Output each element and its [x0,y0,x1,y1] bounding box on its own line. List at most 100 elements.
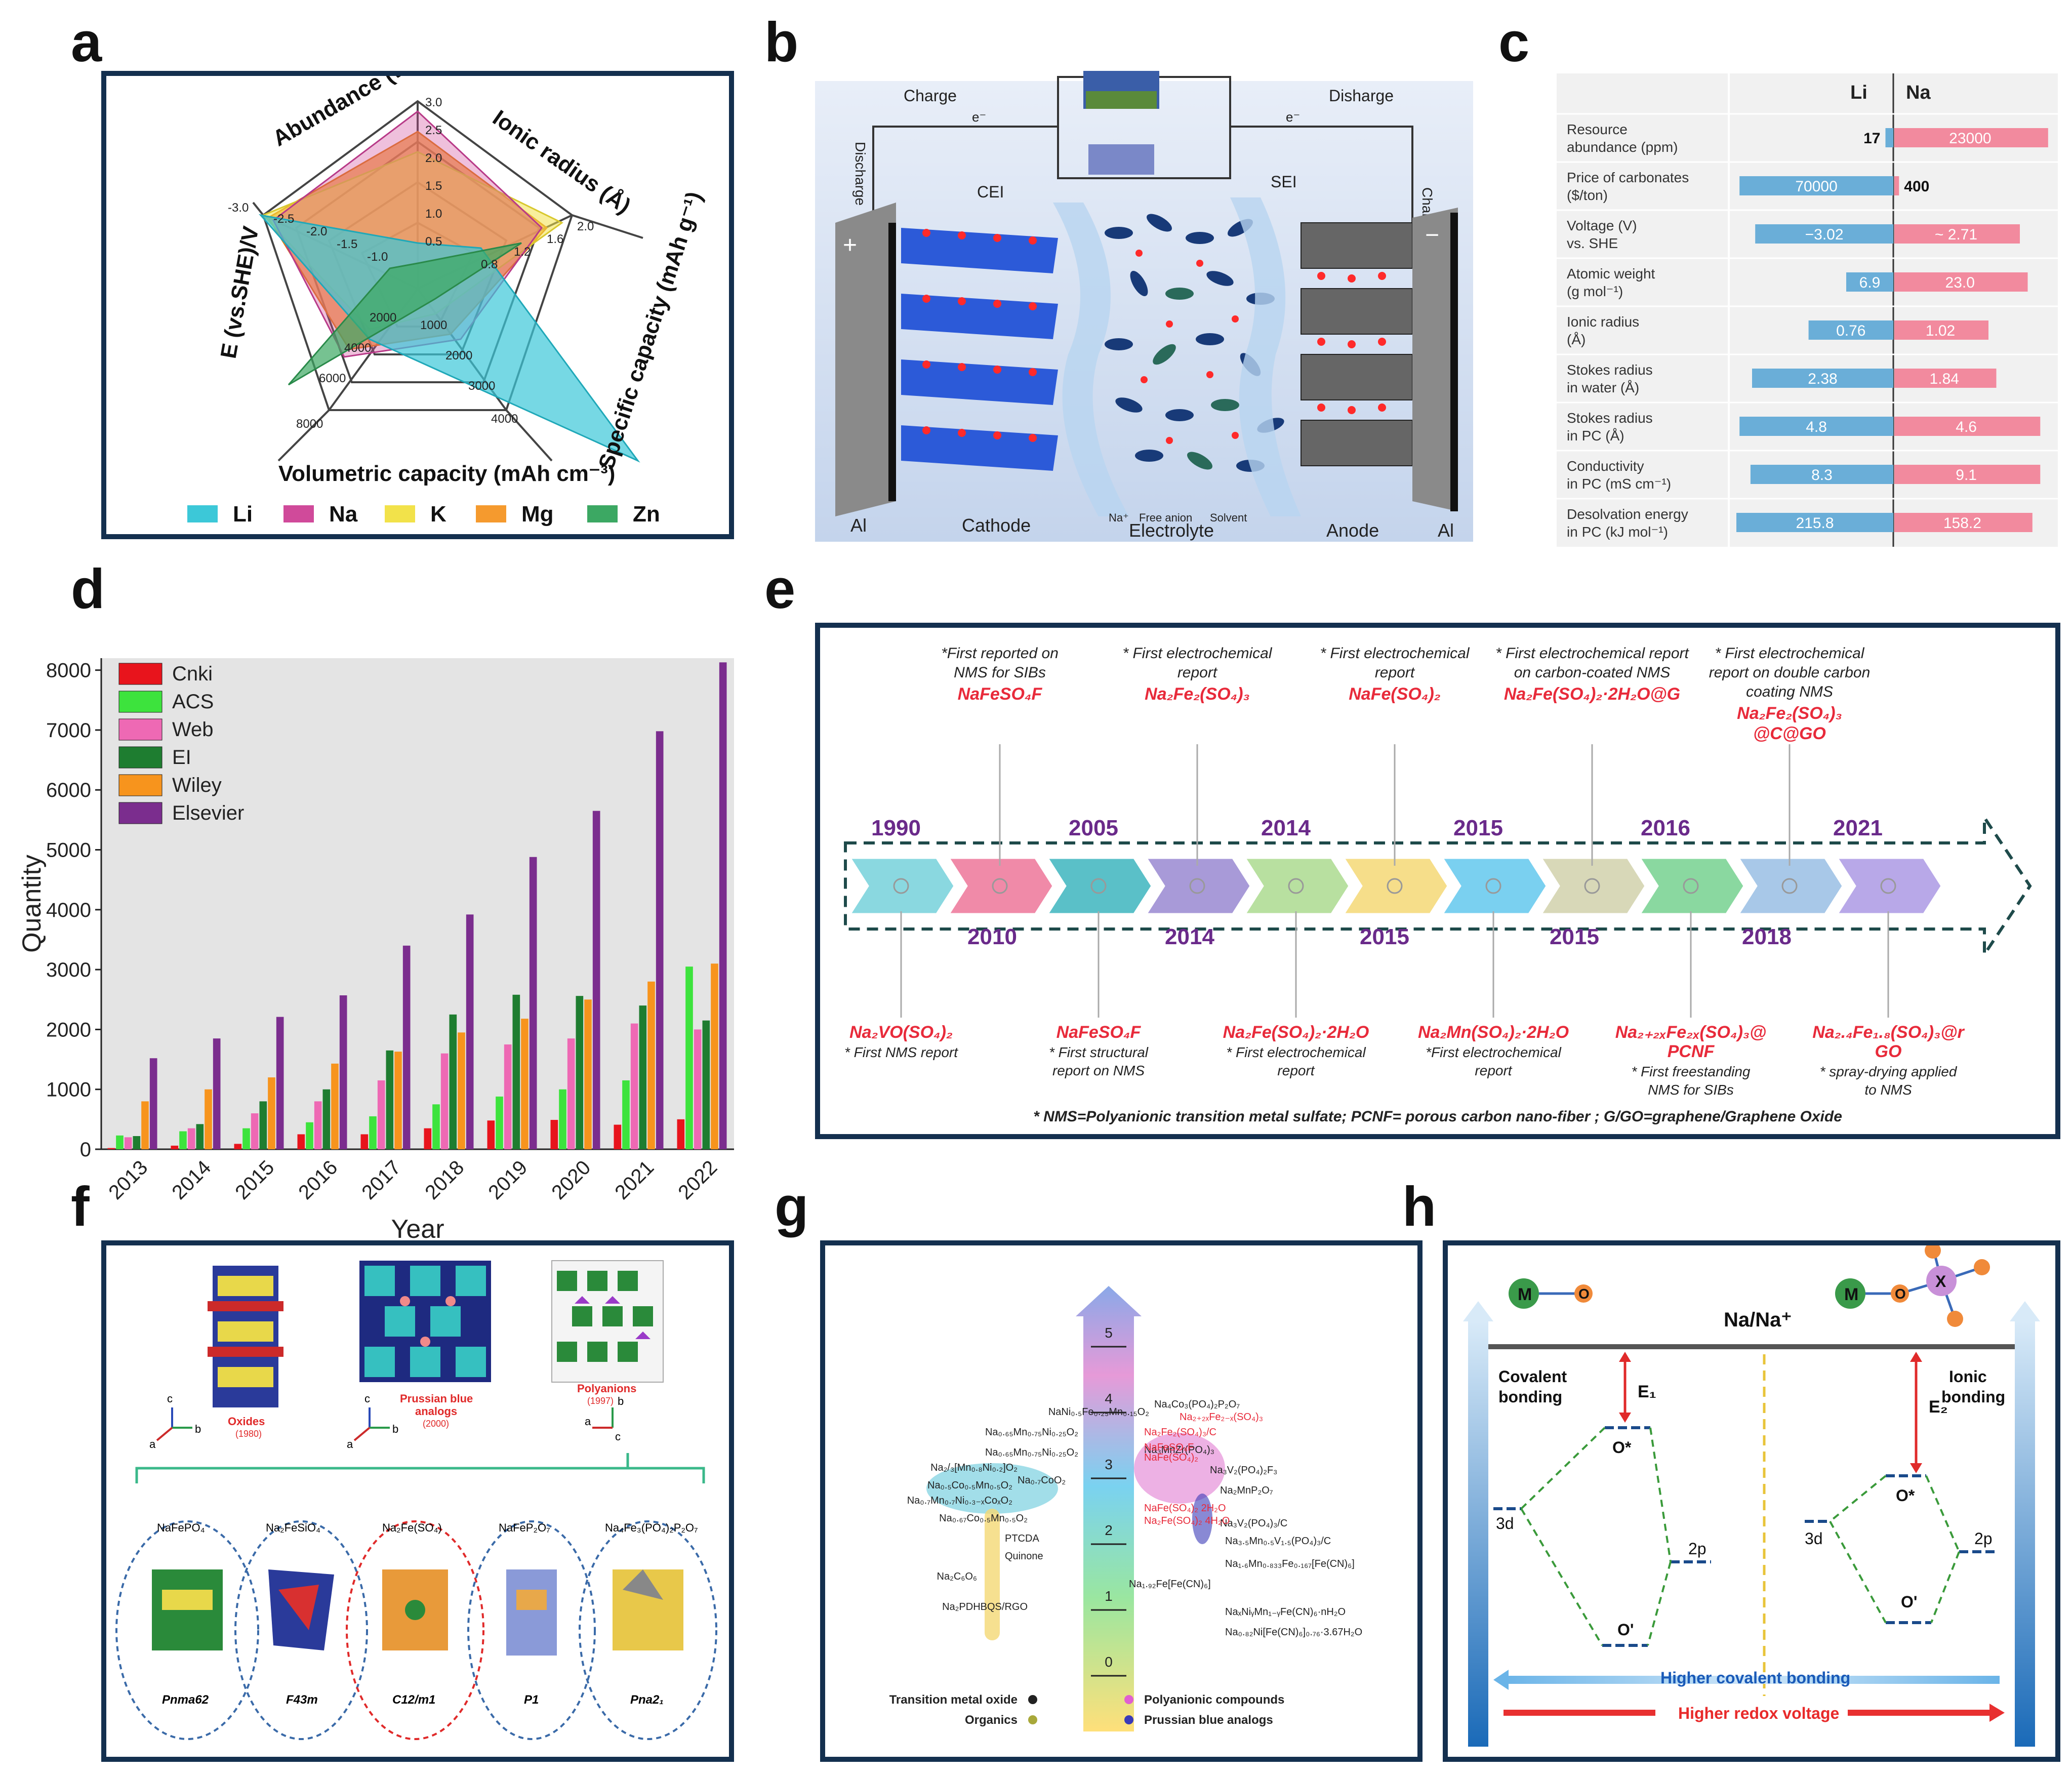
timeline-node [1683,878,1699,894]
nms-timeline: 1990 2005 2014 2015 2016 2021 2010 2014 2015 2015… [844,645,2032,1125]
bar-wiley-2014 [205,1089,212,1149]
na-value: 400 [1904,178,1929,195]
red-compound: Na₂₊₂ₓFe₂₋ₓ(SO₄)₃ [1180,1412,1263,1423]
bar-wiley-2015 [268,1077,275,1149]
bar-elsevier-2014 [213,1038,221,1149]
bar-ei-2019 [512,994,520,1149]
bottom-formula: NaFeSO₄F [1057,1023,1142,1042]
tick-e-1: -2.5 [273,212,294,226]
left-mo-lines [1520,1427,1672,1646]
redox-arrow-right [1848,1710,1989,1716]
class-oxides: Oxides [228,1415,265,1428]
bottom-formula: Na₂Mn(SO₄)₂·2H₂O [1418,1023,1569,1042]
covalent-bonding-label: bonding [1498,1388,1562,1406]
na-bar [1894,176,1899,195]
panel-label-f: f [71,1176,90,1238]
bar-ei-2021 [639,1005,647,1149]
na-value: 23000 [1949,130,1991,147]
timeline-chevron [1639,857,1745,915]
left-compound: Na₀.₆₅Mn₀.₇₅Ni₀.₂₅O₂ [985,1447,1078,1458]
bottom-note: *First electrochemical [1426,1044,1561,1060]
legend-label-mg: Mg [521,502,554,527]
outer-oxygen-atoms [1925,1242,1990,1327]
na-value: 4.6 [1956,419,1977,435]
organics-cluster [985,1509,1000,1640]
bottom-formula: Na₂Fe(SO₄)₂·2H₂O [1223,1023,1369,1042]
legend-label-wiley: Wiley [172,774,222,796]
x-atom [1926,1266,1957,1296]
red-compound: NaFeSO₄F [1144,1442,1194,1453]
panel-h-frame: Na/Na⁺ M O M O X Covalent bonding Ionic … [1443,1240,2060,1762]
bar-wiley-2017 [394,1052,402,1149]
bar-cnki-2014 [171,1145,179,1149]
left-compound: Na₂PDHBQS/RGO [942,1601,1028,1612]
tick-spec-3: 4000 [491,412,518,426]
legend-label-web: Web [172,718,214,741]
year-top: 2014 [1261,816,1311,840]
legend-label-na: Na [329,502,358,527]
plus-sign: + [843,232,857,259]
header-li: Li [1850,82,1867,103]
anode-na-ions [1317,272,1386,414]
legend-label: Transition metal oxide [889,1693,1018,1707]
na-value: 9.1 [1956,467,1977,483]
radar-legend: Li Na K Mg Zn [187,502,660,527]
disharge-top-label: Disharge [1329,87,1394,105]
bar-cnki-2022 [677,1119,685,1149]
na-value: 1.84 [1930,371,1959,387]
phase-formula-5: Na₄Fe₃(PO₄)₂P₂O₇ [605,1521,698,1534]
bar-wiley-2019 [521,1019,529,1149]
timeline-node [1288,878,1304,894]
row-label-line2: in water (Å) [1567,380,1639,395]
bottom-note2: report [1277,1063,1315,1078]
higher-covalent-label: Higher covalent bonding [1660,1669,1850,1687]
oprime-label-left: O' [1617,1621,1634,1639]
top-formula2: @C@GO [1753,724,1826,743]
tick-e-3: -1.5 [337,237,357,251]
legend-dot [1124,1695,1133,1704]
phase-ellipses [115,1520,717,1740]
tick-vol-2: 6000 [319,372,346,385]
timeline-chevron [1046,857,1153,915]
timeline-chevron [1244,857,1350,915]
li-bar [1885,128,1893,147]
scale-label: 4 [1105,1391,1113,1406]
row-label-line1: Resource [1567,122,1628,137]
panel-a-frame: 3.0 2.5 2.0 1.5 1.0 0.5 2.0 1.6 1.2 0.8 … [101,36,734,539]
panel-label-d: d [71,558,105,620]
top-note2: report [1375,664,1415,681]
bar-elsevier-2018 [466,914,474,1149]
bar-cnki-2019 [487,1120,495,1149]
space-group-5: Pna2₁ [630,1693,664,1707]
m-label-right: M [1844,1285,1858,1304]
bar-web-2014 [187,1128,195,1149]
timeline-node [893,878,909,894]
top-formula: NaFe(SO₄)₂ [1349,684,1441,704]
space-group-2: F43m [286,1693,318,1707]
scale-label: 0 [1105,1654,1113,1670]
tick-e-2: -2.0 [306,225,327,238]
right-compound: Na₄Co₃(PO₄)₂P₂O₇ [1154,1399,1240,1410]
timeline-chevron [1540,857,1646,915]
e1-label: E₁ [1638,1382,1656,1401]
left-compound: Na₀.₇Mn₀.₇Ni₀.₃₋ₓCoₓO₂ [907,1495,1012,1506]
timeline-node [1485,878,1501,894]
red-compound: Na₂Fe(SO₄)₂ 4H₂O [1144,1515,1230,1526]
covalent-label: Covalent [1498,1367,1567,1386]
ionic-label: Ionic [1949,1367,1987,1386]
bar-wiley-2018 [458,1032,465,1149]
bottom-note: * First NMS report [844,1044,958,1060]
y-tick-label: 5000 [46,839,91,862]
left-compound: PTCDA [1005,1533,1039,1544]
panel-c-table: Li Na Resource abundance (ppm) 17 23000 Pric… [1557,73,2058,547]
bottom-formula2: PCNF [1668,1042,1715,1061]
legend-swatch-k [385,505,415,522]
bar-web-2021 [630,1023,638,1149]
panel-d: 0 1000 2000 3000 4000 5000 6000 7000 8000 2013 201… [10,623,744,1245]
row-label-line1: Stokes radius [1567,362,1653,378]
cei-label: CEI [977,183,1004,201]
anode-graphene [1301,222,1413,466]
timeline-node [992,878,1008,894]
axis-volumetric-capacity: Volumetric capacity (mAh cm⁻³) [278,461,615,486]
bar-acs-2016 [306,1122,313,1149]
